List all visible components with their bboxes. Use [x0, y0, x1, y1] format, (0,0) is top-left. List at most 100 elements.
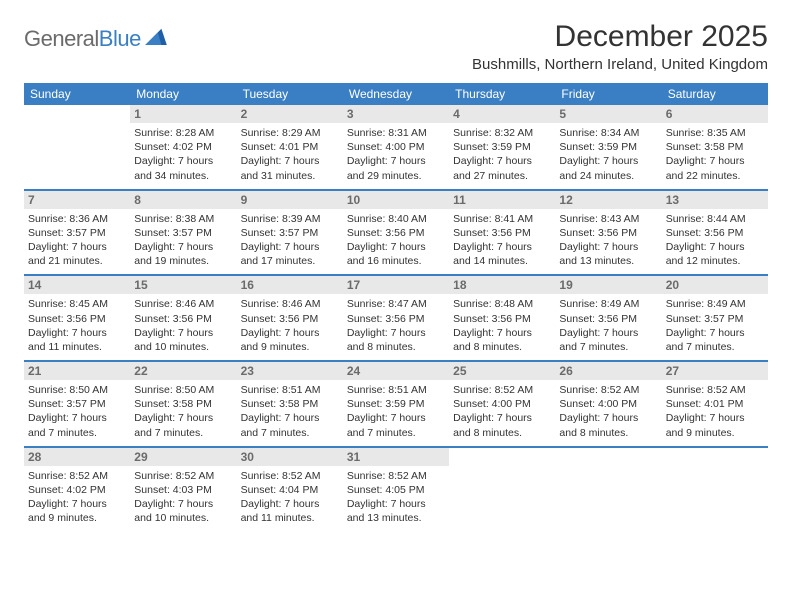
location-text: Bushmills, Northern Ireland, United King… [472, 56, 768, 73]
sunset-text: Sunset: 3:56 PM [453, 226, 551, 240]
sunset-text: Sunset: 4:03 PM [134, 483, 232, 497]
day-info: Sunrise: 8:40 AMSunset: 3:56 PMDaylight:… [347, 212, 445, 269]
sunrise-text: Sunrise: 8:52 AM [28, 469, 126, 483]
sunset-text: Sunset: 4:05 PM [347, 483, 445, 497]
logo-text-b: Blue [99, 26, 141, 51]
daylight-text: Daylight: 7 hours and 7 minutes. [28, 411, 126, 439]
sunrise-text: Sunrise: 8:52 AM [134, 469, 232, 483]
calendar-cell: 9 Sunrise: 8:39 AMSunset: 3:57 PMDaylight… [237, 191, 343, 275]
day-number: 9 [237, 191, 343, 209]
sunset-text: Sunset: 3:56 PM [28, 312, 126, 326]
day-number: 30 [237, 448, 343, 466]
daylight-text: Daylight: 7 hours and 31 minutes. [241, 154, 339, 182]
day-number: 11 [449, 191, 555, 209]
day-number: 27 [662, 362, 768, 380]
sunset-text: Sunset: 3:57 PM [134, 226, 232, 240]
sunset-text: Sunset: 3:56 PM [241, 312, 339, 326]
calendar-cell [555, 448, 661, 532]
calendar-cell: 12Sunrise: 8:43 AMSunset: 3:56 PMDayligh… [555, 191, 661, 275]
calendar-week: 21Sunrise: 8:50 AMSunset: 3:57 PMDayligh… [24, 360, 768, 446]
day-header-cell: Friday [555, 83, 661, 105]
day-info: Sunrise: 8:51 AMSunset: 3:59 PMDaylight:… [347, 383, 445, 440]
daylight-text: Daylight: 7 hours and 22 minutes. [666, 154, 764, 182]
sunset-text: Sunset: 4:00 PM [347, 140, 445, 154]
calendar-cell: 15Sunrise: 8:46 AMSunset: 3:56 PMDayligh… [130, 276, 236, 360]
sunrise-text: Sunrise: 8:43 AM [559, 212, 657, 226]
daylight-text: Daylight: 7 hours and 7 minutes. [559, 326, 657, 354]
sunset-text: Sunset: 3:56 PM [134, 312, 232, 326]
day-number: 31 [343, 448, 449, 466]
day-info: Sunrise: 8:52 AMSunset: 4:02 PMDaylight:… [28, 469, 126, 526]
sunrise-text: Sunrise: 8:29 AM [241, 126, 339, 140]
daylight-text: Daylight: 7 hours and 19 minutes. [134, 240, 232, 268]
day-info: Sunrise: 8:36 AMSunset: 3:57 PMDaylight:… [28, 212, 126, 269]
sunrise-text: Sunrise: 8:47 AM [347, 297, 445, 311]
day-number: 17 [343, 276, 449, 294]
calendar-week: 14Sunrise: 8:45 AMSunset: 3:56 PMDayligh… [24, 274, 768, 360]
day-number: 8 [130, 191, 236, 209]
day-info: Sunrise: 8:39 AMSunset: 3:57 PMDaylight:… [241, 212, 339, 269]
sunrise-text: Sunrise: 8:44 AM [666, 212, 764, 226]
sunrise-text: Sunrise: 8:38 AM [134, 212, 232, 226]
calendar-cell: 24Sunrise: 8:51 AMSunset: 3:59 PMDayligh… [343, 362, 449, 446]
day-info: Sunrise: 8:52 AMSunset: 4:00 PMDaylight:… [453, 383, 551, 440]
sunrise-text: Sunrise: 8:48 AM [453, 297, 551, 311]
sunset-text: Sunset: 3:56 PM [559, 226, 657, 240]
day-info: Sunrise: 8:52 AMSunset: 4:04 PMDaylight:… [241, 469, 339, 526]
day-info: Sunrise: 8:48 AMSunset: 3:56 PMDaylight:… [453, 297, 551, 354]
calendar-cell [24, 105, 130, 189]
day-info: Sunrise: 8:29 AMSunset: 4:01 PMDaylight:… [241, 126, 339, 183]
day-info: Sunrise: 8:38 AMSunset: 3:57 PMDaylight:… [134, 212, 232, 269]
daylight-text: Daylight: 7 hours and 16 minutes. [347, 240, 445, 268]
calendar-cell: 22Sunrise: 8:50 AMSunset: 3:58 PMDayligh… [130, 362, 236, 446]
calendar-cell [662, 448, 768, 532]
day-number: 26 [555, 362, 661, 380]
sunset-text: Sunset: 3:56 PM [666, 226, 764, 240]
daylight-text: Daylight: 7 hours and 21 minutes. [28, 240, 126, 268]
day-number: 20 [662, 276, 768, 294]
header: GeneralBlue December 2025 Bushmills, Nor… [24, 20, 768, 73]
calendar-cell: 4Sunrise: 8:32 AMSunset: 3:59 PMDaylight… [449, 105, 555, 189]
month-title: December 2025 [472, 20, 768, 54]
sunrise-text: Sunrise: 8:39 AM [241, 212, 339, 226]
sunset-text: Sunset: 3:56 PM [347, 226, 445, 240]
calendar-cell [449, 448, 555, 532]
sunset-text: Sunset: 4:00 PM [559, 397, 657, 411]
calendar-cell: 23Sunrise: 8:51 AMSunset: 3:58 PMDayligh… [237, 362, 343, 446]
day-info: Sunrise: 8:52 AMSunset: 4:03 PMDaylight:… [134, 469, 232, 526]
calendar-cell: 21Sunrise: 8:50 AMSunset: 3:57 PMDayligh… [24, 362, 130, 446]
day-number: 7 [24, 191, 130, 209]
day-number: 29 [130, 448, 236, 466]
day-info: Sunrise: 8:52 AMSunset: 4:00 PMDaylight:… [559, 383, 657, 440]
day-number: 16 [237, 276, 343, 294]
sunset-text: Sunset: 3:56 PM [559, 312, 657, 326]
day-number: 15 [130, 276, 236, 294]
daylight-text: Daylight: 7 hours and 14 minutes. [453, 240, 551, 268]
daylight-text: Daylight: 7 hours and 12 minutes. [666, 240, 764, 268]
sunrise-text: Sunrise: 8:34 AM [559, 126, 657, 140]
calendar-week: 1Sunrise: 8:28 AMSunset: 4:02 PMDaylight… [24, 105, 768, 189]
day-header-cell: Thursday [449, 83, 555, 105]
daylight-text: Daylight: 7 hours and 8 minutes. [453, 326, 551, 354]
day-number: 12 [555, 191, 661, 209]
calendar-week: 28Sunrise: 8:52 AMSunset: 4:02 PMDayligh… [24, 446, 768, 532]
sunrise-text: Sunrise: 8:52 AM [241, 469, 339, 483]
sunrise-text: Sunrise: 8:36 AM [28, 212, 126, 226]
calendar-cell: 14Sunrise: 8:45 AMSunset: 3:56 PMDayligh… [24, 276, 130, 360]
day-number: 13 [662, 191, 768, 209]
calendar-cell: 2Sunrise: 8:29 AMSunset: 4:01 PMDaylight… [237, 105, 343, 189]
day-number: 18 [449, 276, 555, 294]
sunrise-text: Sunrise: 8:52 AM [453, 383, 551, 397]
sunset-text: Sunset: 3:59 PM [453, 140, 551, 154]
logo-triangle-icon [145, 27, 167, 45]
sunrise-text: Sunrise: 8:52 AM [559, 383, 657, 397]
sunset-text: Sunset: 3:57 PM [241, 226, 339, 240]
sunrise-text: Sunrise: 8:52 AM [347, 469, 445, 483]
day-info: Sunrise: 8:51 AMSunset: 3:58 PMDaylight:… [241, 383, 339, 440]
day-number: 1 [130, 105, 236, 123]
day-number: 6 [662, 105, 768, 123]
sunrise-text: Sunrise: 8:49 AM [559, 297, 657, 311]
sunset-text: Sunset: 4:01 PM [666, 397, 764, 411]
sunrise-text: Sunrise: 8:35 AM [666, 126, 764, 140]
sunrise-text: Sunrise: 8:46 AM [134, 297, 232, 311]
